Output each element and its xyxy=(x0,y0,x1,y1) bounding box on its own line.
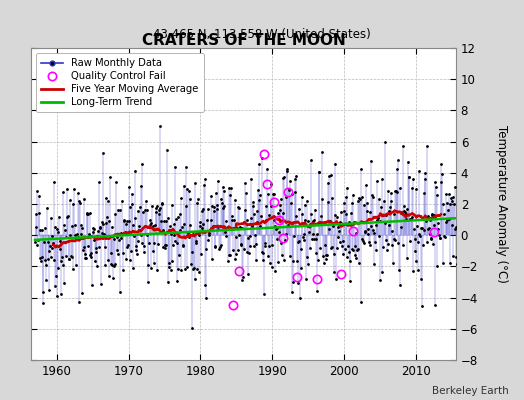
Text: 43.465 N, 113.558 W (United States): 43.465 N, 113.558 W (United States) xyxy=(153,28,371,41)
Title: CRATERS OF THE MOON: CRATERS OF THE MOON xyxy=(142,33,345,48)
Text: Berkeley Earth: Berkeley Earth xyxy=(432,386,508,396)
Y-axis label: Temperature Anomaly (°C): Temperature Anomaly (°C) xyxy=(495,125,508,283)
Legend: Raw Monthly Data, Quality Control Fail, Five Year Moving Average, Long-Term Tren: Raw Monthly Data, Quality Control Fail, … xyxy=(37,53,204,112)
